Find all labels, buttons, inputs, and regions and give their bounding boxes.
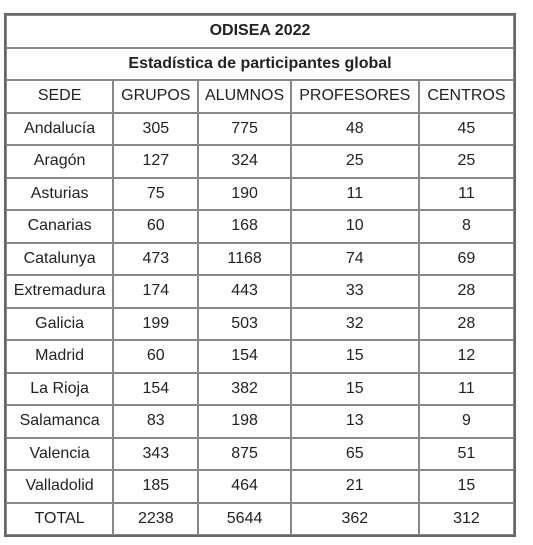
- cell-value: 74: [290, 242, 419, 275]
- cell-value: 473: [113, 242, 199, 275]
- cell-value: 10: [290, 210, 419, 243]
- cell-value: 185: [113, 470, 199, 503]
- cell-value: 168: [198, 210, 291, 243]
- table-subtitle: Estadística de participantes global: [6, 47, 514, 80]
- cell-value: 13: [290, 405, 419, 438]
- cell-value: 15: [290, 372, 419, 405]
- cell-value: 324: [198, 145, 291, 178]
- row-label: Catalunya: [6, 242, 114, 275]
- header-cell: GRUPOS: [113, 80, 199, 113]
- data-row: La Rioja 154 382 15 11: [6, 372, 514, 405]
- cell-value: 25: [290, 145, 419, 178]
- cell-value: 28: [418, 307, 514, 340]
- row-label: Extremadura: [6, 275, 114, 308]
- data-row: Valladolid 185 464 21 15: [6, 470, 514, 503]
- row-label: TOTAL: [6, 502, 114, 535]
- cell-value: 1168: [198, 242, 291, 275]
- cell-value: 65: [290, 437, 419, 470]
- data-row: Valencia 343 875 65 51: [6, 437, 514, 470]
- data-row: Extremadura 174 443 33 28: [6, 275, 514, 308]
- cell-value: 312: [418, 502, 514, 535]
- data-row: TOTAL 2238 5644 362 312: [6, 502, 514, 535]
- cell-value: 48: [290, 112, 419, 145]
- cell-value: 443: [198, 275, 291, 308]
- cell-value: 60: [113, 210, 199, 243]
- cell-value: 32: [290, 307, 419, 340]
- cell-value: 5644: [198, 502, 291, 535]
- header-row: SEDE GRUPOS ALUMNOS PROFESORES CENTROS: [6, 80, 514, 113]
- row-label: Salamanca: [6, 405, 114, 438]
- data-row: Aragón 127 324 25 25: [6, 145, 514, 178]
- cell-value: 33: [290, 275, 419, 308]
- cell-value: 21: [290, 470, 419, 503]
- cell-value: 51: [418, 437, 514, 470]
- cell-value: 83: [113, 405, 199, 438]
- cell-value: 75: [113, 177, 199, 210]
- header-cell: SEDE: [6, 80, 114, 113]
- cell-value: 12: [418, 340, 514, 373]
- title-row: ODISEA 2022: [6, 15, 514, 48]
- cell-value: 362: [290, 502, 419, 535]
- table-body: ODISEA 2022 Estadística de participantes…: [6, 15, 514, 535]
- row-label: La Rioja: [6, 372, 114, 405]
- cell-value: 45: [418, 112, 514, 145]
- row-label: Galicia: [6, 307, 114, 340]
- data-row: Catalunya 473 1168 74 69: [6, 242, 514, 275]
- header-cell: ALUMNOS: [198, 80, 291, 113]
- data-row: Salamanca 83 198 13 9: [6, 405, 514, 438]
- cell-value: 875: [198, 437, 291, 470]
- row-label: Valladolid: [6, 470, 114, 503]
- data-row: Andalucía 305 775 48 45: [6, 112, 514, 145]
- cell-value: 343: [113, 437, 199, 470]
- cell-value: 775: [198, 112, 291, 145]
- table-title: ODISEA 2022: [6, 15, 514, 48]
- data-row: Madrid 60 154 15 12: [6, 340, 514, 373]
- cell-value: 25: [418, 145, 514, 178]
- cell-value: 464: [198, 470, 291, 503]
- cell-value: 305: [113, 112, 199, 145]
- cell-value: 174: [113, 275, 199, 308]
- cell-value: 69: [418, 242, 514, 275]
- cell-value: 382: [198, 372, 291, 405]
- cell-value: 190: [198, 177, 291, 210]
- cell-value: 11: [290, 177, 419, 210]
- row-label: Valencia: [6, 437, 114, 470]
- cell-value: 154: [198, 340, 291, 373]
- cell-value: 503: [198, 307, 291, 340]
- cell-value: 15: [418, 470, 514, 503]
- row-label: Madrid: [6, 340, 114, 373]
- row-label: Canarias: [6, 210, 114, 243]
- cell-value: 198: [198, 405, 291, 438]
- cell-value: 11: [418, 372, 514, 405]
- data-row: Galicia 199 503 32 28: [6, 307, 514, 340]
- cell-value: 8: [418, 210, 514, 243]
- header-cell: PROFESORES: [290, 80, 419, 113]
- cell-value: 11: [418, 177, 514, 210]
- subtitle-row: Estadística de participantes global: [6, 47, 514, 80]
- cell-value: 60: [113, 340, 199, 373]
- cell-value: 9: [418, 405, 514, 438]
- stats-table: ODISEA 2022 Estadística de participantes…: [4, 13, 516, 537]
- header-cell: CENTROS: [418, 80, 514, 113]
- cell-value: 2238: [113, 502, 199, 535]
- data-row: Canarias 60 168 10 8: [6, 210, 514, 243]
- cell-value: 15: [290, 340, 419, 373]
- data-row: Asturias 75 190 11 11: [6, 177, 514, 210]
- row-label: Asturias: [6, 177, 114, 210]
- row-label: Andalucía: [6, 112, 114, 145]
- cell-value: 154: [113, 372, 199, 405]
- row-label: Aragón: [6, 145, 114, 178]
- cell-value: 199: [113, 307, 199, 340]
- cell-value: 127: [113, 145, 199, 178]
- cell-value: 28: [418, 275, 514, 308]
